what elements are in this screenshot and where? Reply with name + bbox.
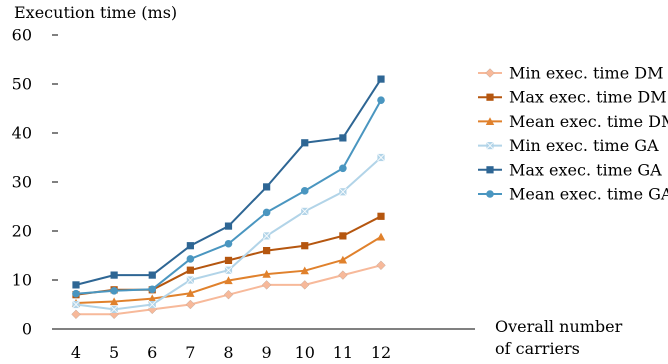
y-tick-label: 60	[12, 26, 32, 45]
series-line	[75, 156, 382, 311]
legend-label: Min exec. time DM	[509, 64, 663, 83]
y-tick-label: 50	[12, 75, 32, 94]
data-point	[224, 276, 233, 285]
data-point	[186, 266, 194, 274]
series-5	[72, 75, 385, 289]
legend-label: Max exec. time GA	[509, 160, 662, 179]
legend-item: Mean exec. time GA	[478, 185, 668, 204]
x-tick-label: 5	[109, 343, 119, 362]
data-point-cross	[186, 276, 195, 284]
y-tick-label: 30	[12, 173, 32, 192]
legend-label: Mean exec. time GA	[509, 185, 668, 204]
x-tick-label: 9	[262, 343, 272, 362]
data-point-cross	[377, 153, 385, 162]
data-point	[486, 93, 494, 101]
data-point	[186, 289, 195, 297]
data-point	[109, 297, 119, 306]
data-point	[224, 239, 233, 248]
data-point	[186, 255, 195, 263]
data-point	[300, 266, 309, 275]
legend-label: Max exec. time DM	[509, 88, 667, 107]
legend-item: Max exec. time DM	[478, 88, 667, 107]
y-axis-title: Execution time (ms)	[14, 3, 177, 22]
y-tick-label: 40	[12, 124, 32, 143]
data-point	[339, 134, 347, 142]
x-tick-label: 11	[333, 343, 353, 362]
x-axis-title-line: of carriers	[495, 339, 580, 358]
x-tick-label: 8	[223, 343, 233, 362]
data-point	[485, 68, 495, 78]
x-axis-title-line: Overall number	[495, 317, 623, 336]
data-point	[262, 269, 271, 278]
data-point-cross	[300, 207, 309, 216]
legend-label: Mean exec. time DM	[509, 112, 668, 131]
legend-item: Min exec. time GA	[478, 136, 659, 155]
data-point	[300, 187, 309, 195]
x-tick-label: 7	[185, 343, 195, 362]
legend-item: Min exec. time DM	[478, 64, 663, 83]
data-point	[148, 294, 157, 303]
data-point	[486, 166, 494, 174]
data-point-cross	[110, 305, 119, 314]
data-point	[148, 285, 157, 294]
series-line	[75, 78, 382, 286]
data-point	[110, 271, 118, 279]
data-point	[376, 232, 386, 241]
data-point	[186, 242, 194, 250]
data-point	[223, 289, 234, 300]
legend-item: Max exec. time GA	[478, 160, 662, 179]
y-tick-label: 10	[12, 271, 32, 290]
data-point	[224, 222, 233, 230]
data-point	[263, 247, 271, 255]
data-point	[72, 289, 80, 298]
data-point	[224, 256, 233, 264]
series-layer	[71, 75, 386, 320]
data-point	[261, 280, 272, 290]
data-point	[486, 190, 494, 198]
data-point	[377, 96, 385, 104]
series-6	[72, 96, 385, 298]
x-tick-label: 4	[71, 343, 81, 362]
data-point	[263, 183, 271, 191]
data-point-cross	[224, 266, 233, 275]
data-point	[377, 212, 385, 220]
x-tick-label: 10	[295, 343, 315, 362]
legend-label: Min exec. time GA	[509, 136, 659, 155]
data-point	[485, 117, 495, 125]
x-tick-label: 12	[371, 343, 391, 362]
data-point-cross	[262, 232, 271, 240]
legend: Min exec. time DM Max exec. time DM Mean e…	[478, 64, 668, 204]
series-line	[75, 99, 382, 295]
x-axis-title: Overall number of carriers	[495, 317, 623, 358]
data-point	[339, 164, 347, 173]
data-point	[262, 208, 271, 217]
data-point	[185, 299, 196, 310]
y-tick-label: 20	[12, 222, 32, 241]
data-point	[301, 242, 309, 250]
axes: 0 10 20 30 40 50 60 4 5 6 7 8 9 10 11 12	[12, 26, 475, 362]
data-point	[299, 280, 310, 290]
data-point	[338, 255, 348, 264]
legend-item: Mean exec. time DM	[478, 112, 668, 131]
data-point	[72, 281, 80, 289]
data-point	[148, 271, 156, 279]
data-point	[338, 270, 348, 280]
series-4	[72, 153, 385, 314]
data-point	[110, 286, 118, 295]
y-tick-label: 0	[22, 320, 32, 339]
data-point	[376, 260, 386, 271]
data-point-cross	[148, 300, 157, 309]
data-point-cross	[486, 141, 494, 150]
data-point-cross	[338, 187, 347, 196]
data-point-cross	[72, 300, 80, 309]
data-point	[377, 75, 385, 83]
data-point	[339, 232, 347, 240]
x-tick-label: 6	[147, 343, 157, 362]
data-point	[301, 139, 309, 147]
data-point	[71, 309, 81, 320]
